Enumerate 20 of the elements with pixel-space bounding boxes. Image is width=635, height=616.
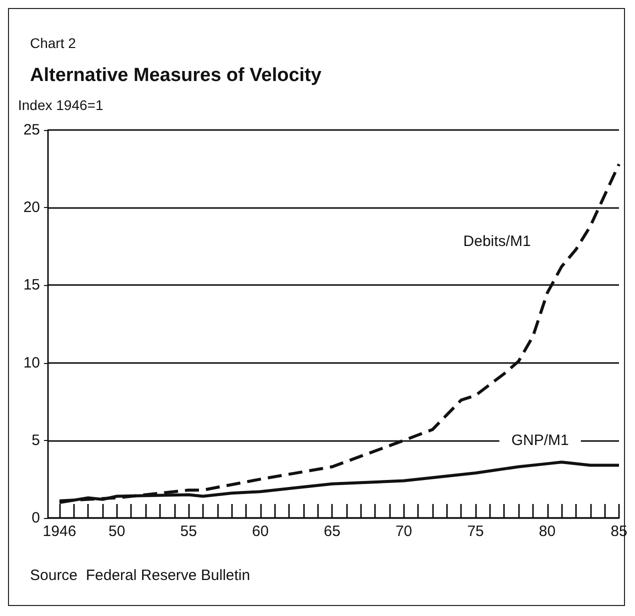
x-tick-label: 50	[108, 523, 126, 540]
y-axis-title: Index 1946=1	[18, 97, 104, 113]
x-tick-label: 80	[538, 523, 556, 540]
text: Debits/M1	[463, 233, 531, 250]
series-label: GNP/M1	[511, 432, 569, 449]
x-tick-label: 1946	[42, 523, 76, 540]
y-tick-label: 20	[23, 199, 40, 216]
source-note: Source Federal Reserve Bulletin	[30, 567, 250, 584]
x-tick-label: 70	[395, 523, 412, 540]
x-tick-label: 65	[324, 523, 340, 540]
chart-title: Alternative Measures of Velocity	[30, 65, 322, 86]
y-tick-label: 5	[32, 432, 40, 449]
y-tick-label: 25	[23, 122, 40, 138]
y-tick-label: 15	[23, 276, 40, 294]
y-tick-label: 10	[23, 354, 40, 372]
y-tick-label: 0	[32, 510, 40, 526]
chart-subtitle: Chart 2	[30, 35, 76, 51]
x-tick-label: 60	[252, 523, 269, 540]
x-tick-label: 55	[180, 523, 197, 540]
x-tick-label: 75	[467, 523, 484, 540]
